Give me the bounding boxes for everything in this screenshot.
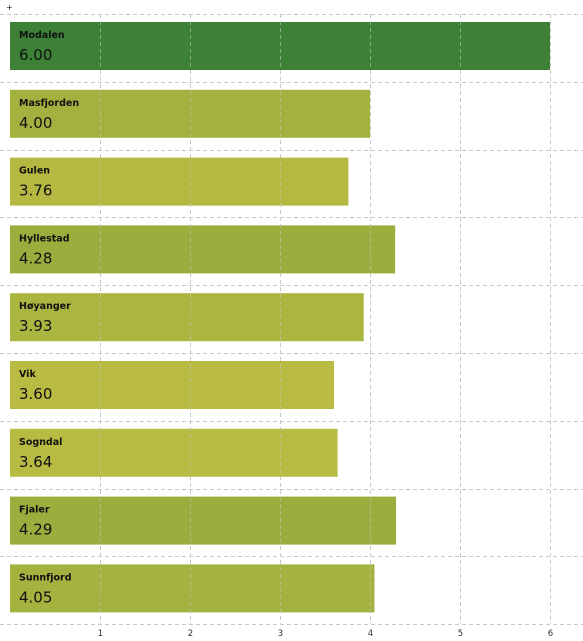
bar-value-label: 3.93 [19, 317, 52, 335]
bar-value-label: 3.60 [19, 385, 52, 403]
bar-value-label: 3.64 [19, 453, 52, 471]
bar-sogndal [10, 428, 338, 477]
x-tick-label: 5 [458, 629, 463, 639]
bar-value-label: 4.00 [19, 114, 52, 132]
corner-mark: + [6, 3, 13, 12]
bar-name-label: Høyanger [19, 301, 71, 312]
bar-name-label: Hyllestad [19, 233, 70, 244]
x-tick-label: 2 [188, 629, 193, 639]
bar-value-label: 4.05 [19, 588, 52, 606]
bar-name-label: Vik [19, 369, 36, 380]
bar-labels: Modalen 6.00 Masfjorden 4.00 Gulen 3.76 Hylles… [19, 30, 79, 606]
x-tick-label: 1 [98, 629, 103, 639]
bar-value-label: 3.76 [19, 182, 52, 200]
bar-fjaler [10, 496, 397, 545]
bar-gulen [10, 157, 349, 206]
bar-h-yanger [10, 293, 364, 342]
bar-vik [10, 361, 334, 409]
bar-value-label: 4.29 [19, 521, 52, 539]
bar-name-label: Fjaler [19, 505, 50, 516]
bar-value-label: 6.00 [19, 46, 52, 64]
bar-value-label: 4.28 [19, 249, 52, 267]
bar-name-label: Sogndal [19, 437, 62, 448]
bar-name-label: Masfjorden [19, 98, 79, 109]
bar-hyllestad [10, 225, 396, 274]
bar-name-label: Gulen [19, 166, 50, 177]
bar-name-label: Modalen [19, 30, 65, 41]
bar-sunnfjord [10, 564, 375, 613]
bar-name-label: Sunnfjord [19, 572, 72, 583]
x-tick-label: 4 [368, 629, 373, 639]
x-tick-label: 6 [548, 629, 553, 639]
x-tick-label: 3 [278, 629, 283, 639]
x-axis-ticks: 1 2 3 4 5 6 [98, 629, 553, 639]
